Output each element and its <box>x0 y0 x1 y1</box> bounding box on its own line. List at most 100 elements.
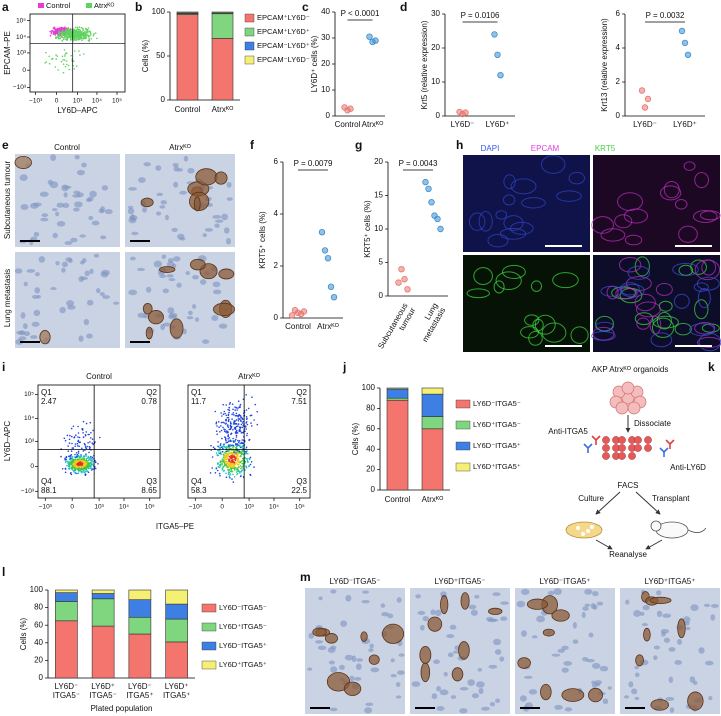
nucleus <box>89 190 97 198</box>
event-dot <box>65 29 67 31</box>
quadrant-name: Q1 <box>41 388 52 397</box>
event-dot <box>226 463 228 465</box>
event-dot <box>79 455 81 458</box>
event-dot <box>249 414 252 417</box>
event-dot <box>246 417 248 420</box>
nucleus <box>182 328 187 335</box>
nucleus <box>390 674 397 678</box>
cell <box>602 436 610 444</box>
organoid <box>590 525 594 529</box>
event-dot <box>245 426 247 428</box>
event-dot <box>65 34 67 37</box>
event-dot <box>74 466 77 468</box>
nucleus <box>446 634 455 639</box>
event-dot <box>226 458 228 460</box>
event-dot <box>73 436 75 439</box>
event-dot <box>89 31 92 33</box>
event-dot <box>78 436 81 439</box>
row-title: Subcutaneous tumour <box>3 161 12 240</box>
event-dot <box>219 451 222 454</box>
cell-outline <box>673 293 690 309</box>
y-axis-label: LY6D–APC <box>3 421 12 462</box>
event-dot <box>76 455 78 458</box>
event-dot <box>234 444 237 446</box>
nucleus <box>698 647 705 654</box>
event-dot <box>228 458 231 461</box>
event-dot <box>81 462 84 465</box>
nucleus <box>591 662 601 669</box>
nucleus <box>39 191 49 197</box>
y-tick-label: 0 <box>616 111 621 120</box>
nucleus <box>88 215 94 221</box>
event-dot <box>87 27 90 29</box>
x-tick-label: 0 <box>55 98 59 105</box>
cell-outline <box>510 178 537 195</box>
nucleus <box>85 198 92 203</box>
event-dot <box>231 456 233 458</box>
event-dot <box>240 419 242 422</box>
event-dot <box>76 472 78 475</box>
nucleus <box>62 185 72 189</box>
event-dot <box>61 40 64 42</box>
event-dot <box>240 467 242 470</box>
event-dot <box>84 466 86 468</box>
event-dot <box>229 440 231 443</box>
event-dot <box>79 469 81 472</box>
data-point <box>401 276 408 283</box>
event-dot <box>228 409 231 412</box>
event-dot <box>83 33 86 36</box>
nucleus <box>668 647 676 652</box>
nucleus <box>422 615 430 622</box>
data-point <box>288 312 296 319</box>
y-tick-label: 0 <box>39 673 44 682</box>
fluorescence-image <box>593 155 720 252</box>
nucleus <box>93 253 100 258</box>
event-dot <box>222 421 224 424</box>
cell <box>634 436 642 444</box>
event-dot <box>71 468 73 471</box>
bar-segment <box>176 14 199 101</box>
nucleus <box>563 661 573 666</box>
nucleus <box>18 336 27 341</box>
step-label: Dissociate <box>634 419 671 428</box>
stain <box>145 326 153 340</box>
event-dot <box>248 438 251 441</box>
event-dot <box>86 459 88 462</box>
nucleus <box>449 624 457 630</box>
event-dot <box>223 430 226 433</box>
nucleus <box>15 338 24 345</box>
cell-outline <box>635 301 661 318</box>
event-dot <box>91 438 94 441</box>
event-dot <box>65 460 67 463</box>
event-dot <box>69 472 72 475</box>
event-dot <box>237 423 240 425</box>
event-dot <box>221 415 223 417</box>
nucleus <box>70 237 78 243</box>
x-tick-label: LY6D⁻ <box>633 120 657 129</box>
event-dot <box>221 464 223 466</box>
nucleus <box>52 232 58 239</box>
nucleus <box>398 653 405 657</box>
event-dot <box>241 457 244 460</box>
cell-outline <box>692 210 718 223</box>
legend-swatch <box>455 420 471 430</box>
nucleus <box>420 624 425 631</box>
nucleus <box>607 686 612 690</box>
panel-letter: f <box>250 138 255 152</box>
event-dot <box>92 443 94 446</box>
event-dot <box>83 442 86 445</box>
event-dot <box>241 450 243 452</box>
nucleus <box>572 639 579 644</box>
event-dot <box>238 445 241 448</box>
event-dot <box>87 455 90 458</box>
event-dot <box>218 426 220 429</box>
event-dot <box>66 39 68 41</box>
nucleus <box>642 604 650 611</box>
event-dot <box>90 432 92 434</box>
event-dot <box>237 452 240 455</box>
cell-outline <box>487 233 509 248</box>
nucleus <box>599 665 609 672</box>
event-dot <box>216 454 218 456</box>
data-point <box>330 294 338 301</box>
event-dot <box>212 446 215 449</box>
